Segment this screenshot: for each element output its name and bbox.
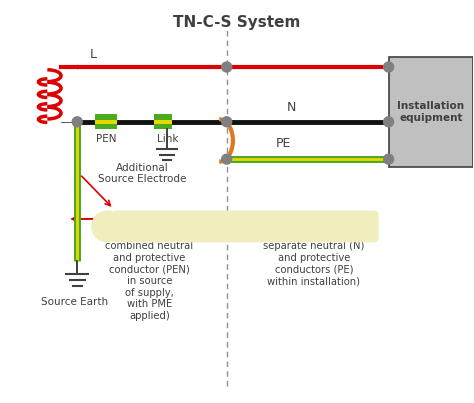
Text: separate neutral (N)
and protective
conductors (PE)
within installation): separate neutral (N) and protective cond…: [263, 241, 365, 286]
Circle shape: [222, 154, 232, 164]
Text: N-C: N-C: [166, 221, 188, 231]
Text: T: T: [101, 219, 108, 229]
Text: Source Earth: Source Earth: [41, 297, 108, 307]
Text: S: S: [296, 221, 304, 231]
Text: Installation
equipment: Installation equipment: [397, 101, 465, 123]
Text: L: L: [90, 48, 97, 61]
Text: combined neutral
and protective
conductor (PEN)
in source
of supply,
with PME
ap: combined neutral and protective conducto…: [105, 241, 193, 321]
Circle shape: [72, 117, 82, 127]
Circle shape: [383, 154, 393, 164]
FancyBboxPatch shape: [95, 114, 117, 129]
Circle shape: [383, 62, 393, 72]
Text: Additional
Source Electrode: Additional Source Electrode: [98, 163, 186, 184]
Text: TN-C-S System: TN-C-S System: [173, 15, 301, 30]
Text: PEN: PEN: [96, 134, 116, 144]
FancyBboxPatch shape: [389, 57, 474, 166]
Circle shape: [222, 62, 232, 72]
Circle shape: [222, 117, 232, 127]
FancyBboxPatch shape: [155, 120, 172, 124]
FancyBboxPatch shape: [95, 120, 117, 124]
Text: PE: PE: [276, 137, 291, 150]
FancyBboxPatch shape: [155, 114, 172, 129]
Text: N: N: [287, 101, 296, 114]
FancyBboxPatch shape: [112, 210, 379, 242]
Text: Link: Link: [157, 134, 179, 144]
Circle shape: [383, 117, 393, 127]
Circle shape: [91, 210, 123, 242]
